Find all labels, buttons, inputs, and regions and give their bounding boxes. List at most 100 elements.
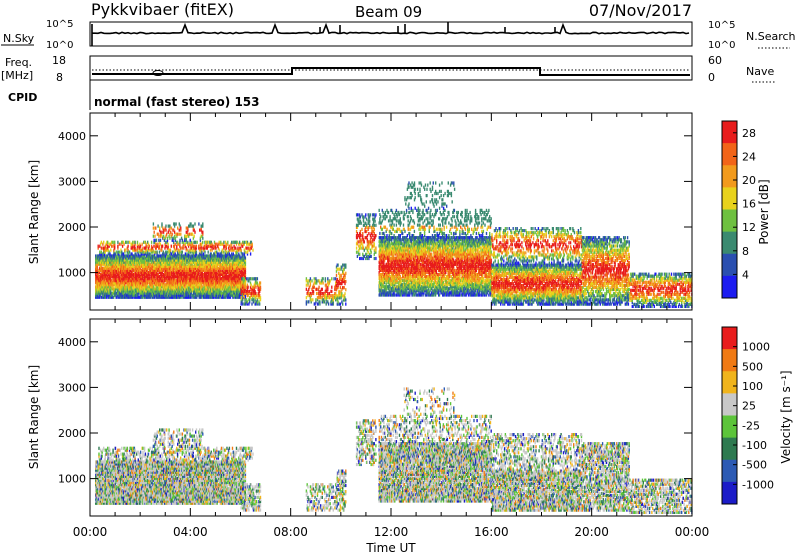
data-cell: [241, 249, 242, 252]
data-cell: [127, 241, 128, 244]
data-cell: [142, 247, 143, 250]
data-cell: [119, 243, 120, 246]
data-cell: [342, 303, 343, 306]
data-cell: [342, 264, 343, 267]
data-cell: [328, 302, 329, 305]
data-cell: [201, 251, 202, 254]
data-cell: [306, 296, 307, 299]
data-cell: [117, 241, 118, 244]
data-cell: [368, 232, 369, 235]
data-cell: [195, 241, 196, 244]
data-cell: [327, 292, 328, 295]
data-cell: [223, 241, 224, 244]
data-cell: [110, 249, 111, 252]
data-cell: [167, 237, 168, 240]
data-cell: [202, 222, 203, 225]
data-cell: [178, 243, 179, 246]
data-cell: [146, 245, 147, 248]
data-cell: [182, 239, 183, 242]
data-cell: [190, 222, 191, 225]
data-cell: [356, 247, 357, 250]
data-cell: [359, 257, 360, 260]
data-cell: [134, 241, 135, 244]
data-cell: [340, 303, 341, 306]
data-cell: [356, 251, 357, 254]
data-cell: [260, 281, 261, 284]
data-cell: [255, 286, 256, 289]
data-cell: [142, 243, 143, 246]
data-cell: [315, 298, 316, 301]
data-cell: [242, 302, 243, 305]
data-cell: [367, 234, 368, 237]
data-cell: [247, 286, 248, 289]
data-cell: [180, 233, 181, 236]
data-cell: [162, 245, 163, 248]
data-cell: [339, 268, 340, 271]
data-cell: [345, 288, 346, 291]
noise-panel-frame: [90, 22, 692, 46]
data-cell: [219, 249, 220, 252]
noise-right-tick-top: 10^5: [708, 20, 735, 31]
data-cell: [244, 298, 245, 301]
data-cell: [125, 249, 126, 252]
data-cell: [344, 286, 345, 289]
data-cell: [163, 235, 164, 238]
data-cell: [324, 300, 325, 303]
nave-right-tick-bottom: 0: [708, 71, 715, 84]
data-cell: [111, 245, 112, 248]
data-cell: [366, 218, 367, 221]
data-cell: [345, 280, 346, 283]
data-cell: [175, 252, 176, 255]
data-cell: [233, 252, 234, 255]
data-cell: [177, 227, 178, 230]
data-cell: [196, 245, 197, 248]
data-cell: [375, 257, 376, 260]
data-cell: [241, 296, 242, 299]
data-cell: [215, 247, 216, 250]
data-cell: [316, 279, 317, 282]
data-cell: [196, 251, 197, 254]
data-cell: [226, 243, 227, 246]
data-cell: [374, 228, 375, 231]
data-cell: [252, 243, 253, 246]
data-cell: [339, 274, 340, 277]
data-cell: [186, 247, 187, 250]
data-cell: [362, 232, 363, 235]
data-cell: [311, 279, 312, 282]
data-cell: [229, 249, 230, 252]
data-cell: [183, 247, 184, 250]
freq-left-tick-bottom: 8: [56, 71, 63, 84]
data-cell: [192, 249, 193, 252]
data-cell: [169, 225, 170, 228]
data-cell: [306, 300, 307, 303]
data-cell: [122, 245, 123, 248]
data-cell: [163, 251, 164, 254]
data-cell: [246, 277, 247, 280]
data-cell: [318, 286, 319, 289]
radar-name: Pykkvibaer (fitEX): [91, 0, 234, 19]
data-cell: [159, 227, 160, 230]
data-cell: [245, 251, 246, 254]
data-cell: [179, 233, 180, 236]
data-cell: [239, 241, 240, 244]
data-cell: [220, 241, 221, 244]
beam-label: Beam 09: [355, 3, 422, 21]
data-cell: [344, 292, 345, 295]
data-cell: [312, 298, 313, 301]
data-cell: [171, 245, 172, 248]
data-cell: [371, 236, 372, 239]
data-cell: [250, 252, 251, 255]
data-cell: [229, 252, 230, 255]
data-cell: [223, 251, 224, 254]
data-cell: [340, 274, 341, 277]
data-cell: [368, 251, 369, 254]
data-cell: [314, 286, 315, 289]
noise-right-tick-bottom: 10^0: [708, 40, 735, 51]
data-cell: [215, 243, 216, 246]
data-cell: [151, 241, 152, 244]
data-cell: [331, 277, 332, 280]
data-cell: [171, 252, 172, 255]
data-cell: [166, 233, 167, 236]
data-cell: [375, 234, 376, 237]
data-cell: [129, 251, 130, 254]
